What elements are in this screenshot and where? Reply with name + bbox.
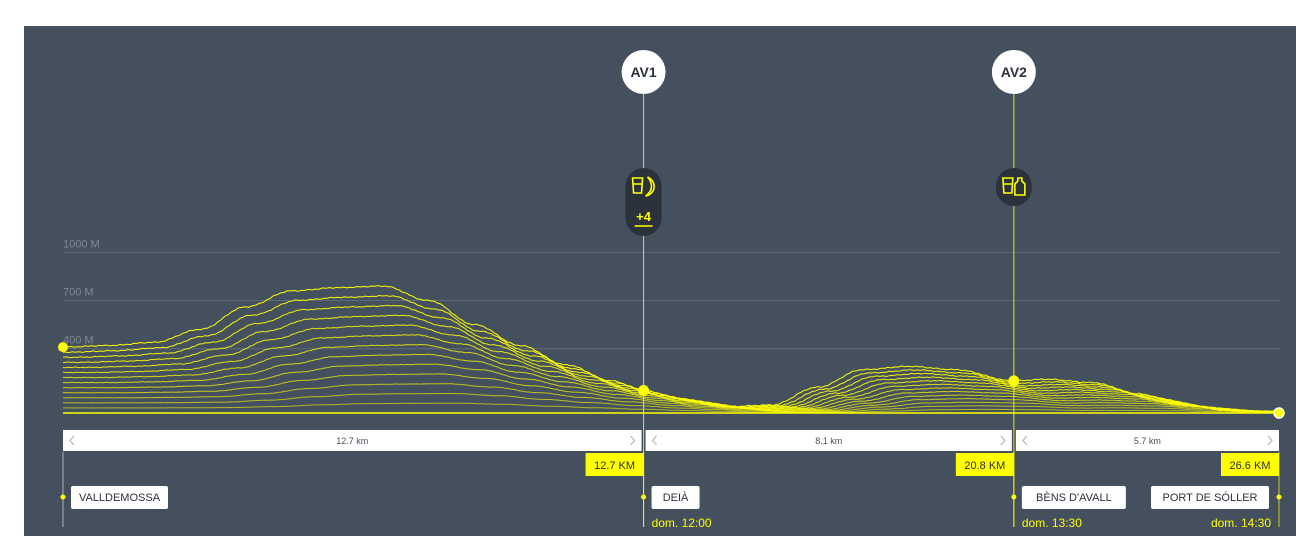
segment-distance-label: 5.7 km [1134,436,1161,446]
aid-station-pill[interactable] [995,168,1032,206]
checkpoint-label: AV2 [1001,64,1027,80]
chevron-left-icon[interactable] [651,435,658,446]
aid-station-pill[interactable] [625,168,662,236]
distance-marker-label: 26.6 KM [1230,460,1271,472]
chevron-left-icon[interactable] [69,435,75,446]
distance-marker-label: 12.7 KM [594,460,635,472]
location-name: VALLDEMOSSA [79,492,161,504]
profile-ridge-line [62,294,1280,413]
location-dot [641,494,647,500]
y-tick-label: 400 M [63,335,94,347]
chevron-right-icon[interactable] [1000,435,1006,446]
checkpoint-marker[interactable] [991,50,1036,94]
profile-ridge-line [62,334,1280,413]
profile-ridge-line [62,363,1280,413]
checkpoint-point [1008,375,1020,387]
checkpoint-marker[interactable] [621,50,666,94]
distance-marker [585,453,644,476]
bottle-icon [1014,177,1026,196]
segment-bar[interactable] [63,430,642,451]
location-name: BÈNS D'AVALL [1036,491,1112,504]
location-time: dom. 14:30 [1211,516,1271,530]
y-tick-label: 1000 M [63,238,100,250]
aid-station-badge: +4 [636,209,652,224]
segment-distance-label: 12.7 km [336,436,368,446]
profile-ridge-line [62,373,1280,413]
segment-distance-label: 8.1 km [815,436,842,446]
location-button[interactable] [1151,486,1269,509]
location-time: dom. 13:30 [1022,516,1082,530]
chevron-right-icon[interactable] [1267,435,1273,446]
location-button[interactable] [71,486,168,509]
distance-marker [955,453,1014,476]
location-button[interactable] [651,486,700,509]
profile-ridge-line [62,392,1280,413]
location-dot [1276,494,1282,500]
cup-icon [1002,177,1014,194]
chevron-right-icon[interactable] [630,435,636,446]
distance-marker-label: 20.8 KM [964,460,1005,472]
location-name: DEIÀ [663,491,689,504]
profile-ridge-line [63,402,1279,414]
distance-marker [1221,453,1279,476]
location-name: PORT DE SÓLLER [1163,491,1258,504]
start-point [58,342,68,353]
profile-ridge-line [62,383,1280,413]
profile-ridge-line [63,343,1280,413]
segment-bar[interactable] [645,430,1012,451]
location-dot [60,494,66,500]
y-tick-label: 700 M [63,287,94,299]
finish-point [1273,407,1285,419]
banana-icon [645,176,655,197]
checkpoint-label: AV1 [630,64,656,80]
location-time: dom. 12:00 [652,516,712,530]
location-button[interactable] [1021,486,1126,509]
checkpoint-point [638,385,650,397]
chevron-left-icon[interactable] [1022,435,1028,446]
segment-bar[interactable] [1015,430,1279,451]
profile-ridge-line [62,285,1280,413]
cup-icon [631,177,644,194]
location-dot [1011,494,1017,500]
